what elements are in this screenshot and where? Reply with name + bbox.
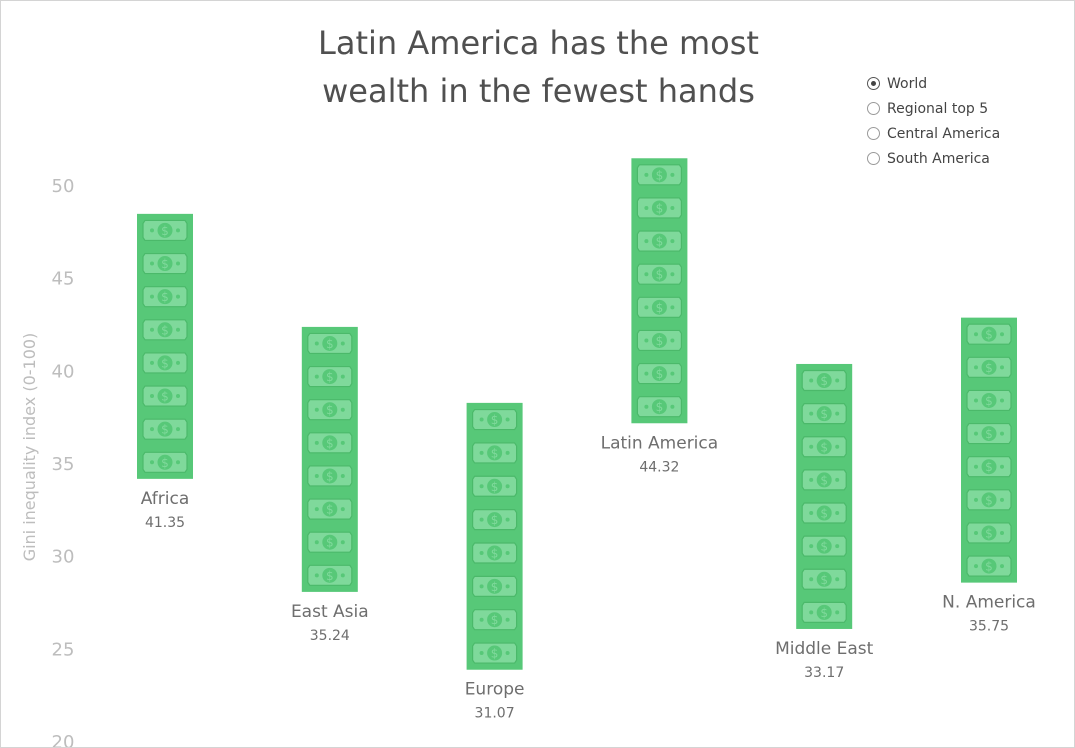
dollar-bill-icon <box>142 385 188 407</box>
dollar-bill-icon <box>472 642 518 664</box>
y-tick-label: 45 <box>52 269 75 290</box>
dollar-bill-icon <box>966 389 1012 412</box>
dollar-bill-icon <box>472 575 518 597</box>
dollar-bill-icon <box>307 365 353 388</box>
dollar-bill-icon <box>142 286 188 308</box>
dollar-bill-icon <box>801 469 847 491</box>
dollar-bill-icon <box>966 456 1012 478</box>
legend-option-world[interactable]: World <box>867 71 1000 96</box>
dollar-bill-icon <box>801 601 847 623</box>
dollar-bill-icon <box>472 509 518 531</box>
dollar-bill-icon <box>472 408 518 431</box>
value-label: 35.75 <box>969 619 1009 635</box>
dollar-bill-icon <box>966 555 1012 577</box>
dollar-bill-icon <box>966 489 1012 511</box>
dollar-bill-icon <box>801 535 847 557</box>
category-label: East Asia <box>291 602 369 622</box>
dollar-bill-icon <box>636 164 683 186</box>
radio-south-america[interactable] <box>867 152 880 165</box>
category-label: Europe <box>465 680 525 700</box>
dollar-bill-icon <box>142 219 188 242</box>
category-label: Africa <box>141 489 190 509</box>
dollar-bill-icon <box>307 399 353 421</box>
dollar-bill-icon <box>966 522 1012 544</box>
dollar-bill-icon <box>472 542 518 564</box>
legend-option-regional-top-5[interactable]: Regional top 5 <box>867 96 1000 121</box>
region-filter-legend: World Regional top 5 Central America Sou… <box>867 71 1000 171</box>
dollar-bill-icon <box>966 356 1012 378</box>
value-label: 41.35 <box>145 515 185 531</box>
dollar-bill-icon <box>801 436 847 458</box>
category-label: N. America <box>942 593 1036 613</box>
value-label: 33.17 <box>804 665 844 681</box>
y-tick-label: 20 <box>52 732 75 747</box>
bar-group-europe: Europe 31.07 <box>465 402 525 722</box>
value-label: 44.32 <box>639 459 679 475</box>
dollar-bill-icon <box>636 263 683 285</box>
dollar-bill-icon <box>307 432 353 454</box>
dollar-bill-icon <box>636 362 683 385</box>
legend-label-south-america: South America <box>887 150 990 167</box>
chart-title-line-2: wealth in the fewest hands <box>322 72 755 110</box>
dollar-bill-icon <box>472 442 518 464</box>
dollar-bill-icon <box>801 502 847 524</box>
y-tick-label: 50 <box>52 176 75 197</box>
radio-regional-top-5[interactable] <box>867 102 880 115</box>
y-tick-label: 40 <box>52 361 75 382</box>
legend-label-world: World <box>887 75 928 92</box>
dollar-bill-icon <box>472 609 518 631</box>
dollar-bill-icon <box>472 475 518 497</box>
bar-group-middle-east: Middle East 33.17 <box>775 363 874 681</box>
y-tick-label: 35 <box>52 454 75 475</box>
dollar-bill-icon <box>307 332 353 355</box>
value-label: 31.07 <box>475 706 515 722</box>
legend-label-central-america: Central America <box>887 125 1001 142</box>
dollar-bill-icon <box>307 531 353 553</box>
dollar-bill-icon <box>142 252 188 275</box>
dollar-bill-icon <box>307 465 353 487</box>
value-label: 35.24 <box>310 628 350 644</box>
legend-label-regional-top-5: Regional top 5 <box>887 100 989 117</box>
bar-group-east-asia: East Asia 35.24 <box>291 326 369 644</box>
dollar-bill-icon <box>801 568 847 590</box>
chart-title: Latin America has the most wealth in the… <box>251 19 826 115</box>
dollar-bill-icon <box>636 329 683 352</box>
dollar-bill-icon <box>801 369 847 392</box>
bar-group-latin-america: Latin America 44.32 <box>601 158 719 475</box>
dollar-bill-icon <box>636 296 683 318</box>
category-label: Middle East <box>775 639 874 659</box>
dollar-bill-icon <box>636 197 683 219</box>
dollar-bill-icon <box>142 451 188 473</box>
dollar-bill-icon <box>966 323 1012 345</box>
dollar-bill-icon <box>307 564 353 586</box>
dollar-bill-icon <box>966 422 1012 445</box>
dollar-bill-icon <box>636 230 683 252</box>
bar-group-n-america: N. America 35.75 <box>942 317 1036 635</box>
y-tick-label: 25 <box>52 639 75 660</box>
category-label: Latin America <box>601 433 719 453</box>
dollar-bill-icon <box>801 403 847 425</box>
y-tick-label: 30 <box>52 547 75 568</box>
legend-option-central-america[interactable]: Central America <box>867 121 1000 146</box>
dollar-bill-icon <box>142 418 188 440</box>
legend-option-south-america[interactable]: South America <box>867 146 1000 171</box>
y-axis-title: Gini inequality index (0-100) <box>20 333 39 562</box>
radio-world[interactable] <box>867 77 880 90</box>
dollar-bill-icon <box>142 319 188 341</box>
dollar-bill-icon <box>636 396 683 418</box>
radio-central-america[interactable] <box>867 127 880 140</box>
dollar-bill-icon <box>142 352 188 374</box>
bar-group-africa: Africa 41.35 <box>137 213 193 531</box>
dollar-bill-icon <box>307 498 353 520</box>
chart-title-line-1: Latin America has the most <box>318 24 759 62</box>
